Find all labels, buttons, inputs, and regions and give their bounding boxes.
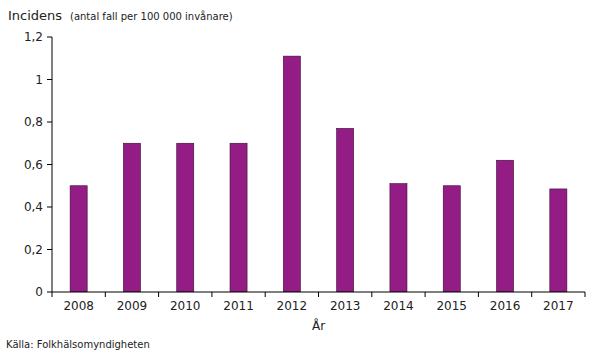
x-tick-label: 2016 xyxy=(490,299,521,313)
y-tick xyxy=(47,79,52,80)
bar xyxy=(497,160,514,292)
x-tick xyxy=(265,292,266,297)
x-tick-label: 2017 xyxy=(543,299,574,313)
y-tick xyxy=(47,207,52,208)
x-tick xyxy=(105,292,106,297)
x-tick-label: 2013 xyxy=(330,299,361,313)
title: Incidens xyxy=(8,8,62,23)
x-tick xyxy=(52,292,53,297)
y-tick-label: 0,2 xyxy=(24,243,43,257)
x-tick xyxy=(585,292,586,297)
chart: Incidens (antal fall per 100 000 invånare… xyxy=(0,0,590,354)
y-tick-label: 0,8 xyxy=(24,115,43,129)
x-tick-label: 2015 xyxy=(436,299,467,313)
x-tick xyxy=(211,292,212,297)
bar xyxy=(390,184,407,292)
x-tick xyxy=(158,292,159,297)
x-tick-label: 2012 xyxy=(277,299,308,313)
bar xyxy=(337,128,354,292)
bar xyxy=(177,143,194,292)
x-tick xyxy=(371,292,372,297)
y-tick-label: 1,2 xyxy=(24,30,43,44)
x-tick-label: 2008 xyxy=(63,299,94,313)
y-tick xyxy=(47,122,52,123)
x-tick-label: 2010 xyxy=(170,299,201,313)
bars xyxy=(70,56,567,292)
y-tick-label: 0,6 xyxy=(24,158,43,172)
y-tick-label: 0 xyxy=(35,285,43,299)
bar xyxy=(283,56,300,292)
x-tick xyxy=(425,292,426,297)
bar xyxy=(70,186,87,292)
y-tick-label: 0,4 xyxy=(24,200,43,214)
source: Källa: Folkhälsomyndigheten xyxy=(6,339,150,350)
x-axis-label: År xyxy=(312,318,325,333)
x-tick xyxy=(531,292,532,297)
y-tick xyxy=(47,249,52,250)
bar xyxy=(443,186,460,292)
bar xyxy=(123,143,140,292)
x-tick xyxy=(318,292,319,297)
x-tick-label: 2011 xyxy=(223,299,254,313)
x-tick-label: 2014 xyxy=(383,299,414,313)
x-tick xyxy=(478,292,479,297)
y-tick-label: 1 xyxy=(35,73,43,87)
y-tick xyxy=(47,164,52,165)
y-tick xyxy=(47,292,52,293)
x-tick-label: 2009 xyxy=(117,299,148,313)
bar xyxy=(550,189,567,292)
bar xyxy=(230,143,247,292)
y-tick xyxy=(47,37,52,38)
subtitle: (antal fall per 100 000 invånare) xyxy=(70,10,233,22)
